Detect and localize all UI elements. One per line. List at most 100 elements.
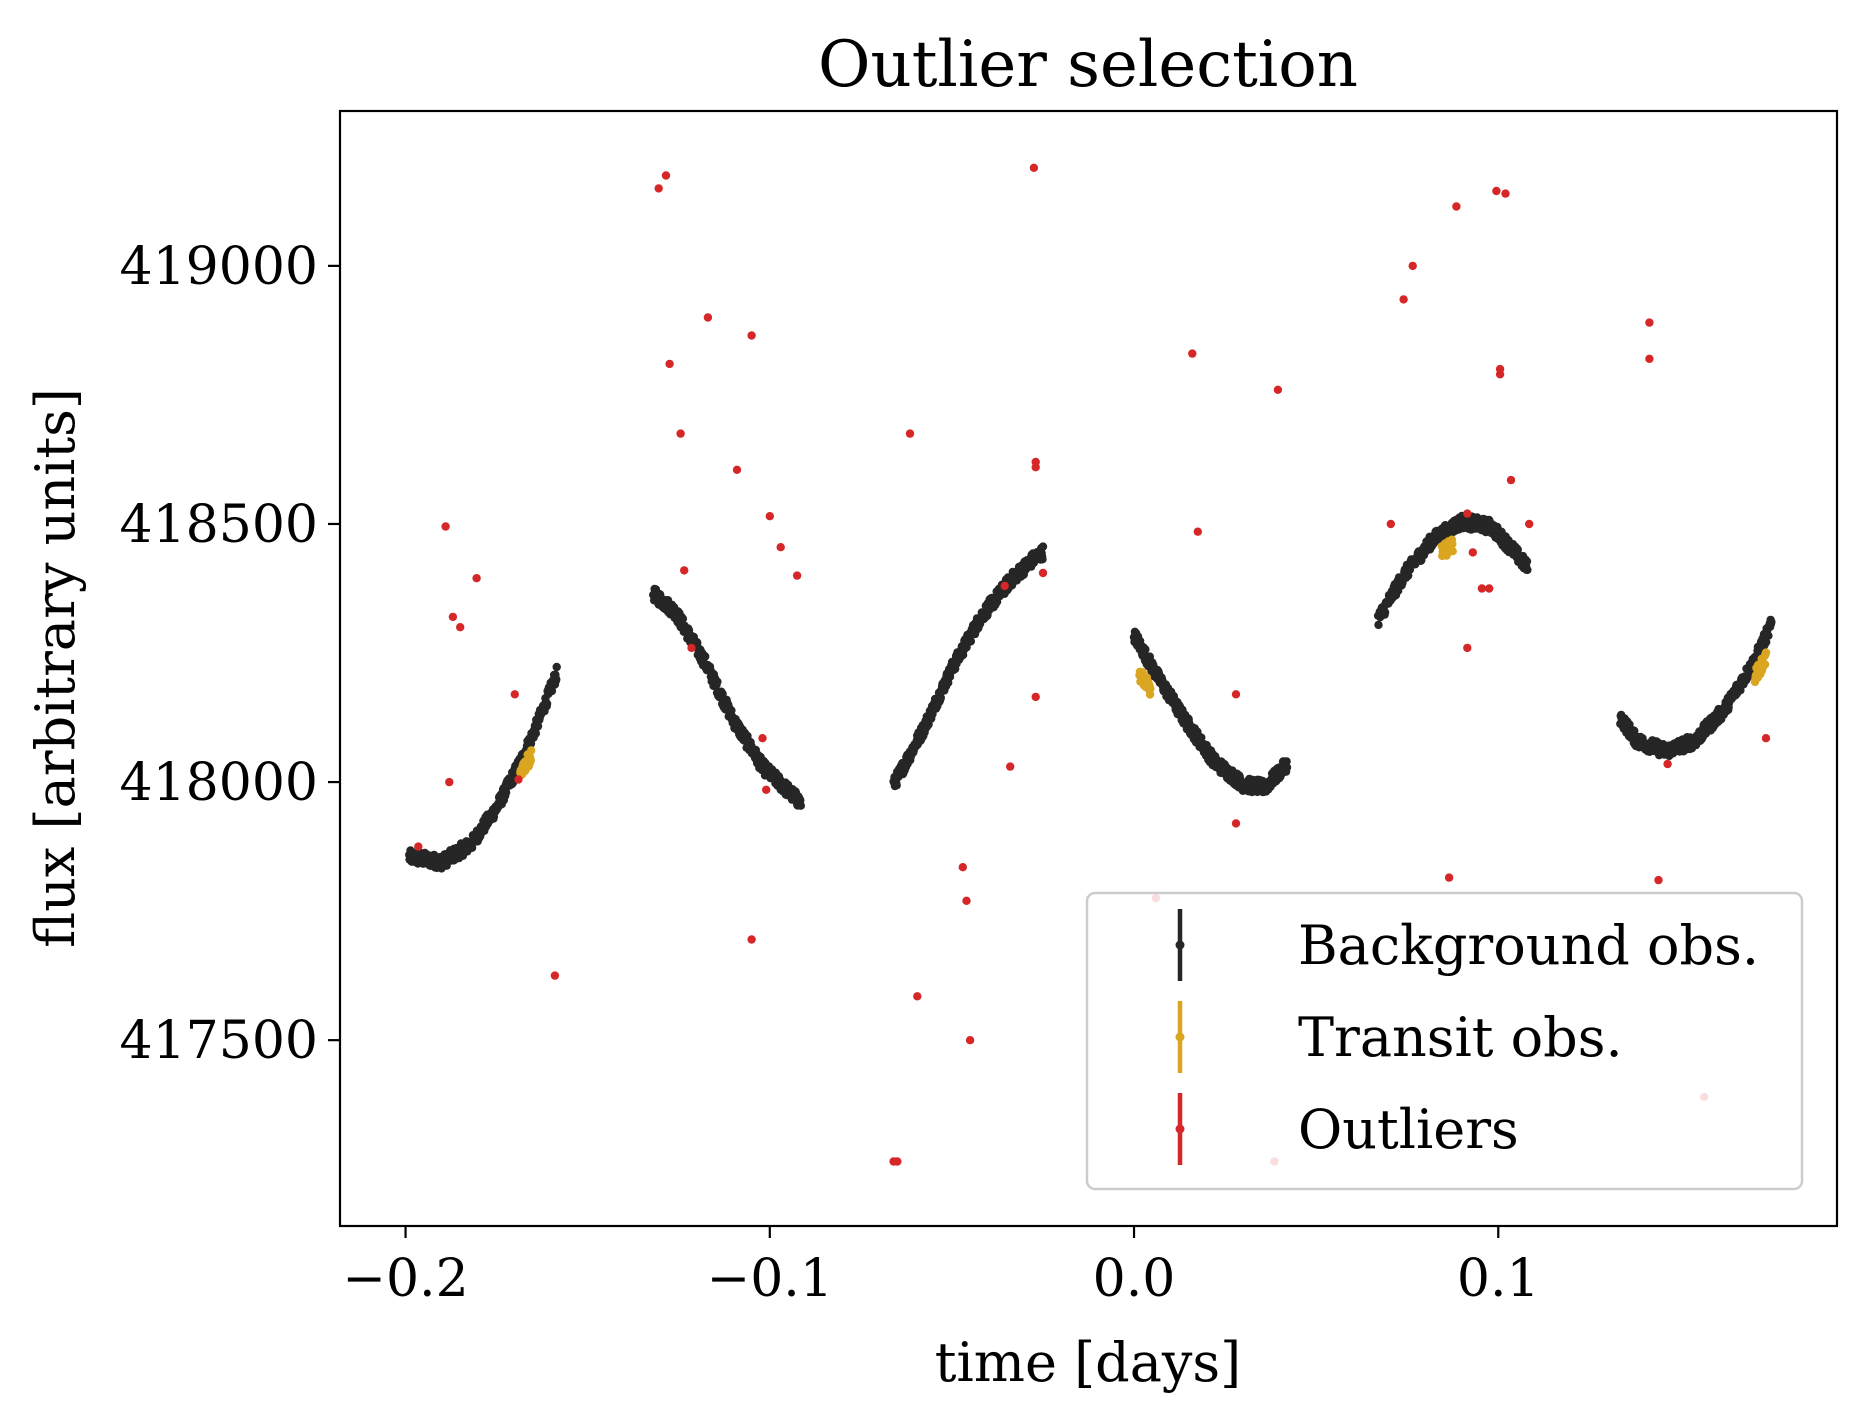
outlier-point bbox=[1654, 875, 1663, 885]
outlier-point bbox=[1468, 548, 1478, 557]
data-point bbox=[1764, 631, 1773, 640]
outlier-point bbox=[762, 785, 771, 794]
data-point bbox=[966, 637, 976, 646]
outlier-point bbox=[1761, 734, 1771, 743]
data-point bbox=[796, 801, 805, 810]
outlier-point bbox=[765, 512, 774, 521]
outlier-point bbox=[893, 1157, 902, 1166]
outlier-point bbox=[510, 690, 519, 699]
x-tick-label: 0.1 bbox=[1457, 1249, 1540, 1309]
data-point bbox=[701, 652, 710, 661]
outlier-point bbox=[665, 359, 674, 369]
outlier-point bbox=[1031, 463, 1040, 472]
data-point bbox=[1038, 542, 1048, 551]
x-tick-label: −0.2 bbox=[342, 1249, 468, 1309]
data-point bbox=[1038, 555, 1047, 564]
data-point bbox=[467, 843, 477, 852]
data-point bbox=[1767, 617, 1776, 627]
data-point bbox=[1380, 608, 1390, 617]
legend-point-marker bbox=[1175, 1124, 1185, 1134]
outlier-point bbox=[1645, 318, 1654, 327]
data-point bbox=[1762, 637, 1771, 647]
data-point bbox=[678, 614, 688, 623]
outlier-point bbox=[687, 643, 696, 653]
outlier-point bbox=[1444, 873, 1454, 882]
data-point bbox=[1522, 557, 1532, 566]
outlier-point bbox=[448, 612, 458, 622]
outlier-point bbox=[905, 429, 915, 438]
legend-entry: Background obs. bbox=[1175, 909, 1759, 981]
legend-label: Background obs. bbox=[1298, 914, 1759, 977]
outlier-point bbox=[1501, 189, 1510, 198]
outlier-point bbox=[1188, 349, 1197, 358]
y-tick-label: 418000 bbox=[119, 753, 318, 813]
outlier-point bbox=[747, 935, 756, 944]
outlier-point bbox=[965, 1036, 975, 1045]
outlier-point bbox=[550, 971, 560, 980]
plot-frame bbox=[338, 109, 1839, 1228]
outlier-point bbox=[1452, 202, 1461, 211]
data-point bbox=[531, 729, 540, 738]
x-tick-label: −0.1 bbox=[707, 1249, 833, 1309]
data-point bbox=[1760, 660, 1770, 669]
series-background-obs bbox=[405, 511, 1776, 873]
ticks-layer: −0.2 −0.1 0.0 0.1 417500 418000 418500 419000 bbox=[119, 237, 1539, 1309]
y-tick-label: 418500 bbox=[119, 495, 318, 555]
data-point bbox=[542, 699, 552, 708]
outlier-point bbox=[456, 623, 465, 632]
outlier-point bbox=[680, 566, 689, 575]
outlier-point bbox=[758, 734, 767, 743]
outlier-point bbox=[1663, 759, 1672, 769]
data-point bbox=[1523, 565, 1532, 575]
legend: Background obs. Transit obs. Outliers bbox=[1085, 891, 1804, 1191]
outlier-point bbox=[414, 842, 423, 851]
data-point bbox=[527, 746, 536, 755]
legend-label: Transit obs. bbox=[1298, 1006, 1623, 1069]
outlier-point bbox=[1038, 568, 1048, 578]
outlier-point bbox=[1006, 762, 1015, 771]
series-transit-obs bbox=[516, 535, 1771, 779]
outlier-point bbox=[1525, 519, 1534, 529]
data-point bbox=[526, 755, 535, 765]
outlier-point bbox=[676, 429, 685, 438]
chart-title: Outlier selection bbox=[818, 28, 1358, 102]
outlier-point bbox=[514, 775, 523, 784]
outlier-point bbox=[1477, 584, 1487, 593]
outlier-point bbox=[1506, 475, 1516, 485]
outlier-point bbox=[732, 465, 742, 474]
data-point bbox=[1448, 539, 1457, 549]
data-point bbox=[1513, 545, 1523, 554]
outlier-point bbox=[1492, 186, 1501, 196]
y-tick-label: 417500 bbox=[119, 1011, 318, 1071]
outlier-point bbox=[1000, 581, 1009, 591]
outlier-point bbox=[776, 543, 785, 552]
data-point bbox=[1448, 547, 1457, 556]
outlier-point bbox=[747, 331, 756, 340]
x-axis-label: time [days] bbox=[935, 1331, 1241, 1394]
outlier-point bbox=[958, 863, 967, 872]
outlier-point bbox=[792, 571, 802, 580]
outlier-point bbox=[1463, 509, 1472, 518]
outlier-point bbox=[703, 313, 713, 322]
outlier-point bbox=[1193, 527, 1203, 536]
outlier-point bbox=[441, 522, 450, 531]
data-point bbox=[1146, 684, 1155, 693]
outlier-point bbox=[1463, 643, 1472, 653]
data-point bbox=[892, 781, 901, 790]
outlier-point bbox=[1029, 163, 1039, 172]
outlier-point bbox=[1231, 819, 1241, 828]
outlier-point bbox=[472, 574, 481, 583]
y-tick-label: 419000 bbox=[119, 237, 318, 297]
outlier-point bbox=[1495, 364, 1505, 374]
legend-entry: Outliers bbox=[1175, 1093, 1519, 1165]
legend-box bbox=[1085, 891, 1804, 1191]
outlier-point bbox=[962, 896, 971, 905]
data-point bbox=[1761, 648, 1771, 657]
data-point bbox=[713, 677, 722, 686]
data-point bbox=[552, 662, 561, 672]
legend-entry: Transit obs. bbox=[1175, 1001, 1623, 1073]
plot-layer bbox=[405, 163, 1776, 1166]
data-point bbox=[1282, 757, 1291, 766]
data-point bbox=[501, 788, 511, 797]
outlier-point bbox=[1485, 584, 1494, 593]
